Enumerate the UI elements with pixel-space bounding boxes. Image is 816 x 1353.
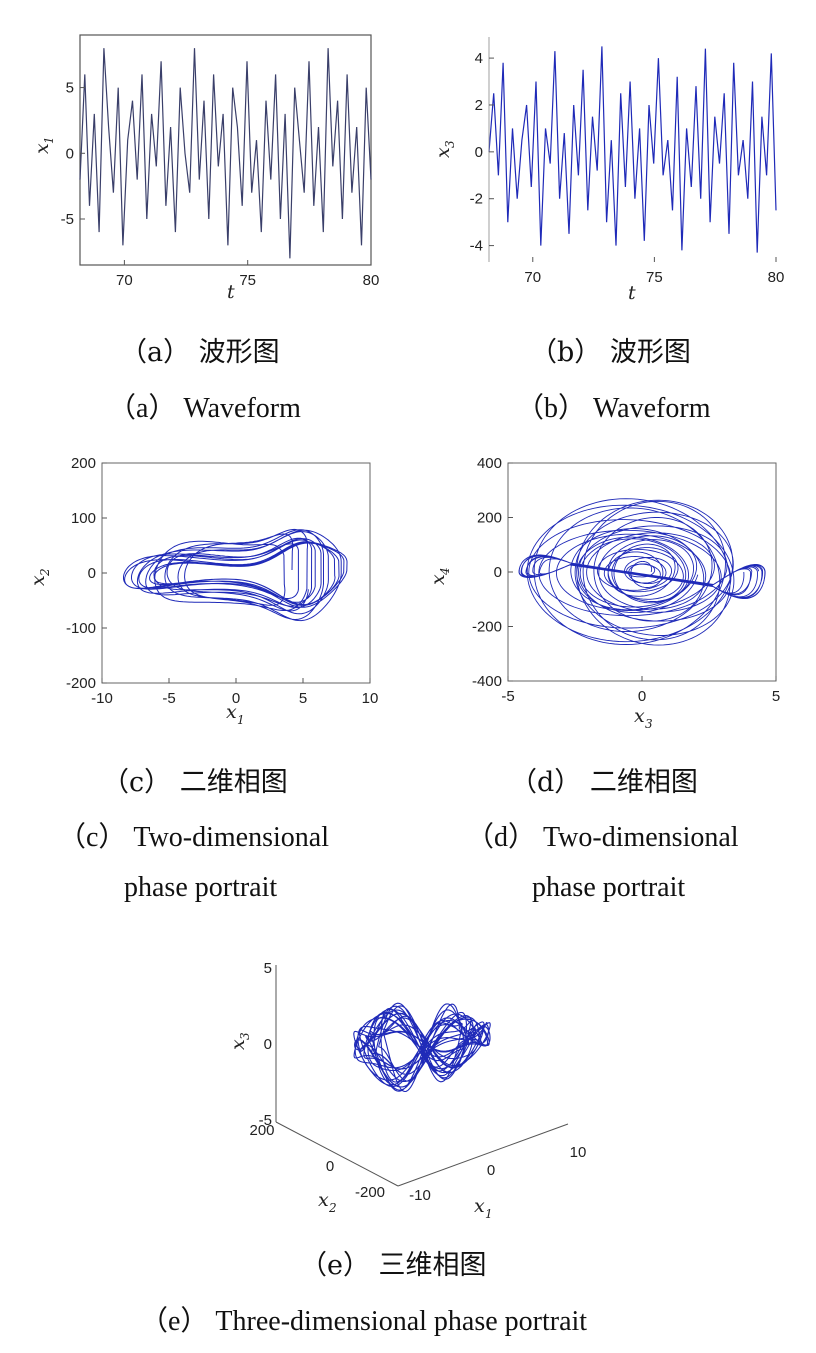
- caption-d-cn: （d） 二维相图: [510, 767, 698, 798]
- chart-e-ylabel: x: [318, 1189, 329, 1211]
- chart-b-ytick-label: -2: [470, 191, 483, 208]
- chart-c-xlabel: x: [226, 701, 237, 723]
- chart-e-zlabel-sub: 3: [238, 1032, 252, 1040]
- chart-d-frame: [507, 462, 777, 682]
- chart-b-series-x3: [488, 46, 777, 253]
- chart-e-ztick-label: 0: [264, 1036, 272, 1053]
- caption-b-cn: （b） 波形图: [530, 337, 691, 368]
- chart-d-series: [518, 498, 766, 646]
- chart-e-xtick-label: 10: [570, 1144, 587, 1161]
- chart-c-ylabel: x: [27, 575, 49, 586]
- caption-c-cn: （c） 二维相图: [102, 767, 288, 798]
- chart-b: 70 75 80 4 2 0 -2 -4 x 3 t: [432, 37, 784, 304]
- chart-b-trace-line: [488, 46, 777, 253]
- chart-e-yaxis: [275, 1121, 399, 1187]
- chart-a-ytick-label: 0: [66, 145, 74, 162]
- chart-e: -5 0 5 -200 0 200 -10 0 10 x 3 x 2 x 1: [227, 960, 586, 1221]
- chart-c-ytick-label: -200: [66, 675, 96, 692]
- chart-e-zlabel: x: [227, 1039, 249, 1050]
- caption-a-en: （a） Waveform: [108, 393, 301, 424]
- chart-c-frame: [101, 462, 371, 684]
- chart-a-ytick-label: 5: [66, 80, 74, 97]
- chart-a-ytick-label: -5: [61, 211, 74, 228]
- chart-d-xlabel-sub: 3: [645, 717, 653, 731]
- chart-e-xaxis: [397, 1123, 569, 1187]
- chart-b-xtick-label: 70: [524, 269, 541, 286]
- chart-c-xtick-label: 0: [232, 690, 240, 707]
- chart-a: 70 75 80 5 0 -5 x 1 t: [31, 34, 380, 303]
- chart-d-trace-lobes: [518, 554, 766, 600]
- chart-e-trace-line: [353, 1002, 491, 1093]
- chart-b-xlabel: t: [628, 282, 636, 304]
- caption-e-cn: （e） 三维相图: [300, 1250, 487, 1281]
- chart-a-xlabel: t: [227, 281, 235, 303]
- chart-a-trace-line: [79, 48, 372, 259]
- chart-d-xtick-label: -5: [501, 688, 514, 705]
- chart-a-xtick-label: 70: [116, 272, 133, 289]
- chart-e-xtick-label: -10: [409, 1187, 431, 1204]
- chart-c-ytick-label: 100: [71, 510, 96, 527]
- chart-e-ylabel-sub: 2: [328, 1201, 337, 1215]
- chart-c-ylabel-sub: 2: [38, 568, 52, 577]
- caption-d-en-line2: phase portrait: [532, 872, 686, 903]
- caption-c-en-line1: （c） Two-dimensional: [58, 822, 329, 853]
- chart-e-series: [353, 1002, 491, 1093]
- chart-d-xtick-label: 0: [638, 688, 646, 705]
- chart-d-ytick-label: 0: [494, 564, 502, 581]
- chart-d-ytick-label: -200: [472, 619, 502, 636]
- chart-d-xlabel: x: [634, 705, 645, 727]
- caption-c-en-line2: phase portrait: [124, 872, 278, 903]
- chart-c-ytick-label: -100: [66, 620, 96, 637]
- chart-b-ylabel: x: [432, 147, 454, 158]
- chart-b-xtick-label: 80: [768, 269, 785, 286]
- chart-d-ytick-label: -400: [472, 673, 502, 690]
- chart-c-xtick-label: 10: [362, 690, 379, 707]
- chart-d-ylabel-sub: 4: [438, 567, 452, 576]
- chart-b-ylabel-sub: 3: [443, 140, 457, 148]
- chart-b-ytick-label: 4: [475, 50, 483, 67]
- chart-b-ytick-label: -4: [470, 238, 483, 255]
- chart-d-ytick-label: 400: [477, 455, 502, 472]
- chart-a-ylabel: x: [31, 143, 53, 154]
- chart-e-ytick-label: -200: [355, 1184, 385, 1201]
- chart-e-xlabel: x: [474, 1195, 485, 1217]
- chart-b-ytick-label: 2: [475, 97, 483, 114]
- chart-e-ytick-label: 0: [326, 1158, 334, 1175]
- chart-a-ylabel-sub: 1: [42, 136, 56, 144]
- chart-e-ytick-label: 200: [249, 1122, 274, 1139]
- chart-d-xtick-label: 5: [772, 688, 780, 705]
- chart-b-ytick-label: 0: [475, 144, 483, 161]
- chart-e-xtick-label: 0: [487, 1162, 495, 1179]
- chart-b-xtick-label: 75: [646, 269, 663, 286]
- chart-a-xtick-label: 80: [363, 272, 380, 289]
- caption-d-en-line1: （d） Two-dimensional: [466, 822, 739, 853]
- caption-b-en: （b） Waveform: [516, 393, 711, 424]
- chart-e-ztick-label: 5: [264, 960, 272, 977]
- chart-a-frame: [79, 34, 372, 266]
- chart-a-xtick-label: 75: [239, 272, 256, 289]
- chart-c-trace-line: [123, 528, 348, 622]
- chart-c-ytick-label: 0: [88, 565, 96, 582]
- chart-c-xlabel-sub: 1: [237, 713, 245, 727]
- chart-d: -5 0 5 400 200 0 -200 -400 x 4 x 3: [427, 455, 780, 731]
- chart-d-ytick-label: 200: [477, 510, 502, 527]
- chart-c-xtick-label: 5: [299, 690, 307, 707]
- chart-c-xtick-label: -10: [91, 690, 113, 707]
- chart-d-ylabel: x: [427, 574, 449, 585]
- chart-a-series-x1: [79, 48, 372, 259]
- caption-a-cn: （a） 波形图: [120, 337, 280, 368]
- chart-c-series: [123, 528, 348, 622]
- chart-e-xlabel-sub: 1: [485, 1207, 493, 1221]
- chart-e-ztick-label: -5: [259, 1112, 272, 1129]
- caption-e-en: （e） Three-dimensional phase portrait: [140, 1306, 588, 1337]
- chart-c: -10 -5 0 5 10 200 100 0 -100 -200 x 2 x 1: [27, 455, 378, 727]
- chart-c-ytick-label: 200: [71, 455, 96, 472]
- chart-c-xtick-label: -5: [162, 690, 175, 707]
